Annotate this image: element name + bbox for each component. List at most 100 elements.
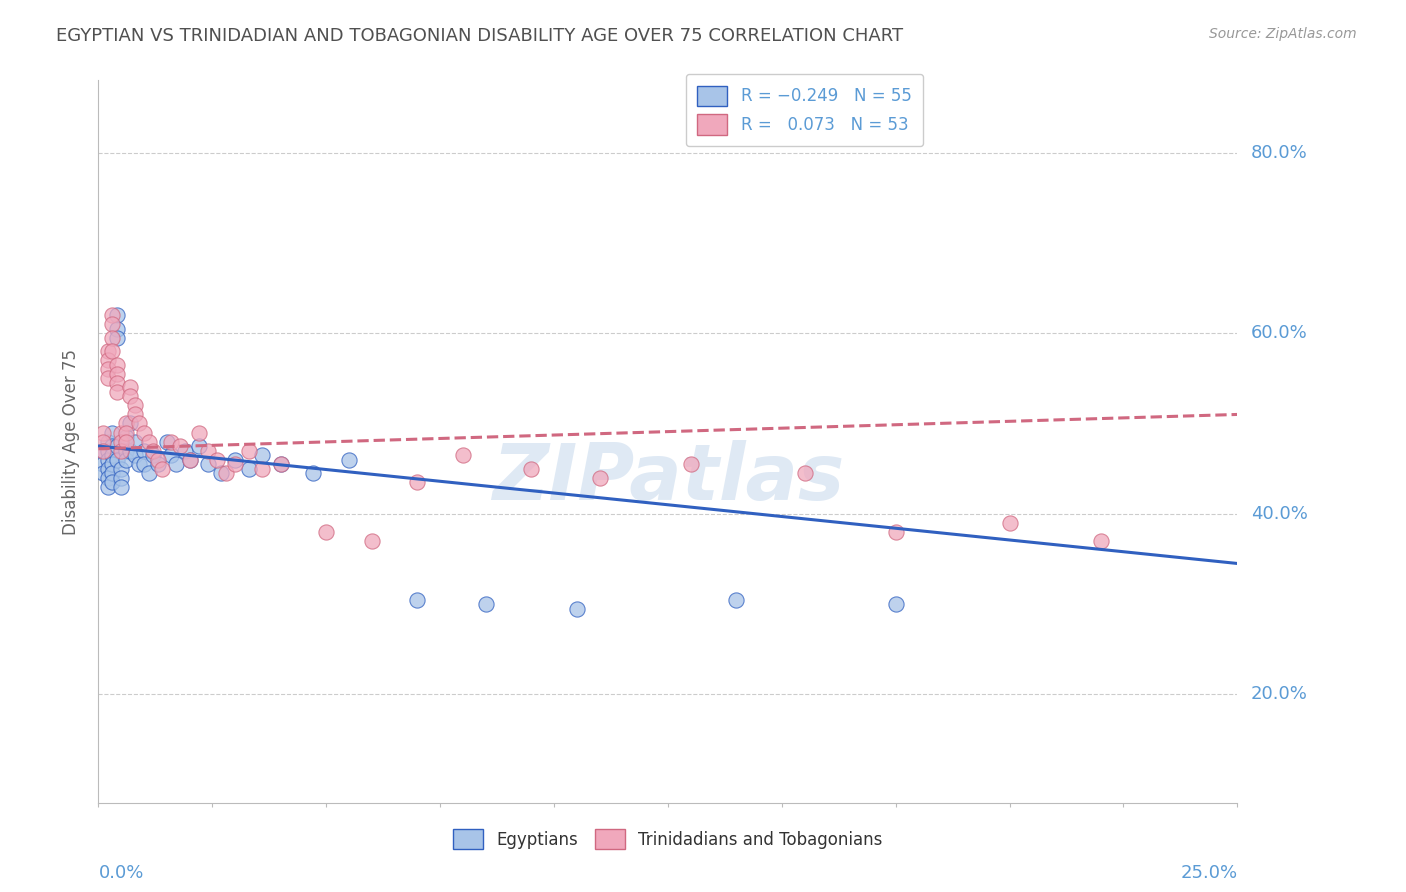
Point (252, 448, 274, 462)
Point (124, 398, 146, 412)
Point (132, 457, 155, 471)
Point (138, 434, 160, 449)
Point (224, 452, 246, 467)
Point (270, 457, 292, 471)
Point (96, 480, 118, 494)
Point (301, 466, 323, 480)
Text: 60.0%: 60.0% (1251, 324, 1308, 343)
Point (156, 434, 179, 449)
Point (150, 461, 173, 475)
Point (91, 434, 114, 449)
Point (110, 425, 132, 440)
Point (91, 443, 114, 458)
Point (238, 461, 260, 475)
Point (474, 597, 496, 611)
Point (96, 353, 118, 368)
Point (1090, 533, 1112, 548)
Point (101, 457, 124, 471)
Point (270, 457, 292, 471)
Point (884, 524, 907, 539)
Point (105, 321, 128, 335)
Point (209, 466, 232, 480)
Point (96, 344, 118, 359)
Point (105, 358, 128, 372)
Point (110, 434, 132, 449)
Point (187, 425, 209, 440)
Text: 40.0%: 40.0% (1251, 505, 1308, 523)
Point (101, 344, 124, 359)
Point (114, 452, 136, 467)
Point (114, 430, 136, 444)
Point (101, 475, 124, 490)
Point (998, 516, 1021, 530)
Point (105, 439, 128, 453)
Point (105, 384, 128, 399)
Point (588, 471, 610, 485)
Point (114, 443, 136, 458)
Point (101, 308, 124, 322)
Point (110, 471, 132, 485)
Point (179, 452, 201, 467)
Point (96, 461, 118, 475)
Point (174, 443, 197, 458)
Text: EGYPTIAN VS TRINIDADIAN AND TOBAGONIAN DISABILITY AGE OVER 75 CORRELATION CHART: EGYPTIAN VS TRINIDADIAN AND TOBAGONIAN D… (56, 27, 904, 45)
Point (101, 331, 124, 345)
Point (360, 533, 382, 548)
Point (91, 457, 114, 471)
Point (142, 448, 165, 462)
Point (725, 592, 748, 607)
Point (451, 448, 474, 462)
Point (179, 452, 201, 467)
Point (132, 425, 155, 440)
Point (105, 308, 128, 322)
Point (406, 475, 429, 490)
Point (101, 466, 124, 480)
Point (337, 452, 360, 467)
Point (114, 417, 136, 431)
Point (105, 331, 128, 345)
Point (215, 466, 238, 480)
Point (120, 380, 142, 394)
Point (110, 480, 132, 494)
Point (110, 461, 132, 475)
Point (146, 452, 169, 467)
Point (205, 452, 228, 467)
Point (132, 443, 155, 458)
Point (565, 601, 588, 615)
Point (96, 434, 118, 449)
Point (128, 457, 150, 471)
Legend: Egyptians, Trinidadians and Tobagonians: Egyptians, Trinidadians and Tobagonians (447, 822, 889, 856)
Point (120, 417, 142, 431)
Point (101, 439, 124, 453)
Point (160, 448, 183, 462)
Point (114, 434, 136, 449)
Point (96, 371, 118, 385)
Point (224, 457, 246, 471)
Point (105, 452, 128, 467)
Text: 0.0%: 0.0% (98, 864, 143, 882)
Point (252, 461, 274, 475)
Point (96, 362, 118, 376)
Point (146, 457, 169, 471)
Point (169, 439, 191, 453)
Point (187, 439, 209, 453)
Y-axis label: Disability Age Over 75: Disability Age Over 75 (62, 349, 80, 534)
Point (91, 425, 114, 440)
Point (197, 443, 219, 458)
Point (124, 434, 146, 449)
Point (110, 443, 132, 458)
Point (105, 367, 128, 381)
Point (406, 592, 429, 607)
Point (91, 466, 114, 480)
Point (101, 448, 124, 462)
Point (160, 434, 183, 449)
Point (120, 389, 142, 403)
Point (96, 452, 118, 467)
Point (124, 408, 146, 422)
Point (238, 443, 260, 458)
Point (679, 457, 702, 471)
Point (138, 466, 160, 480)
Point (105, 376, 128, 390)
Point (91, 443, 114, 458)
Point (142, 443, 165, 458)
